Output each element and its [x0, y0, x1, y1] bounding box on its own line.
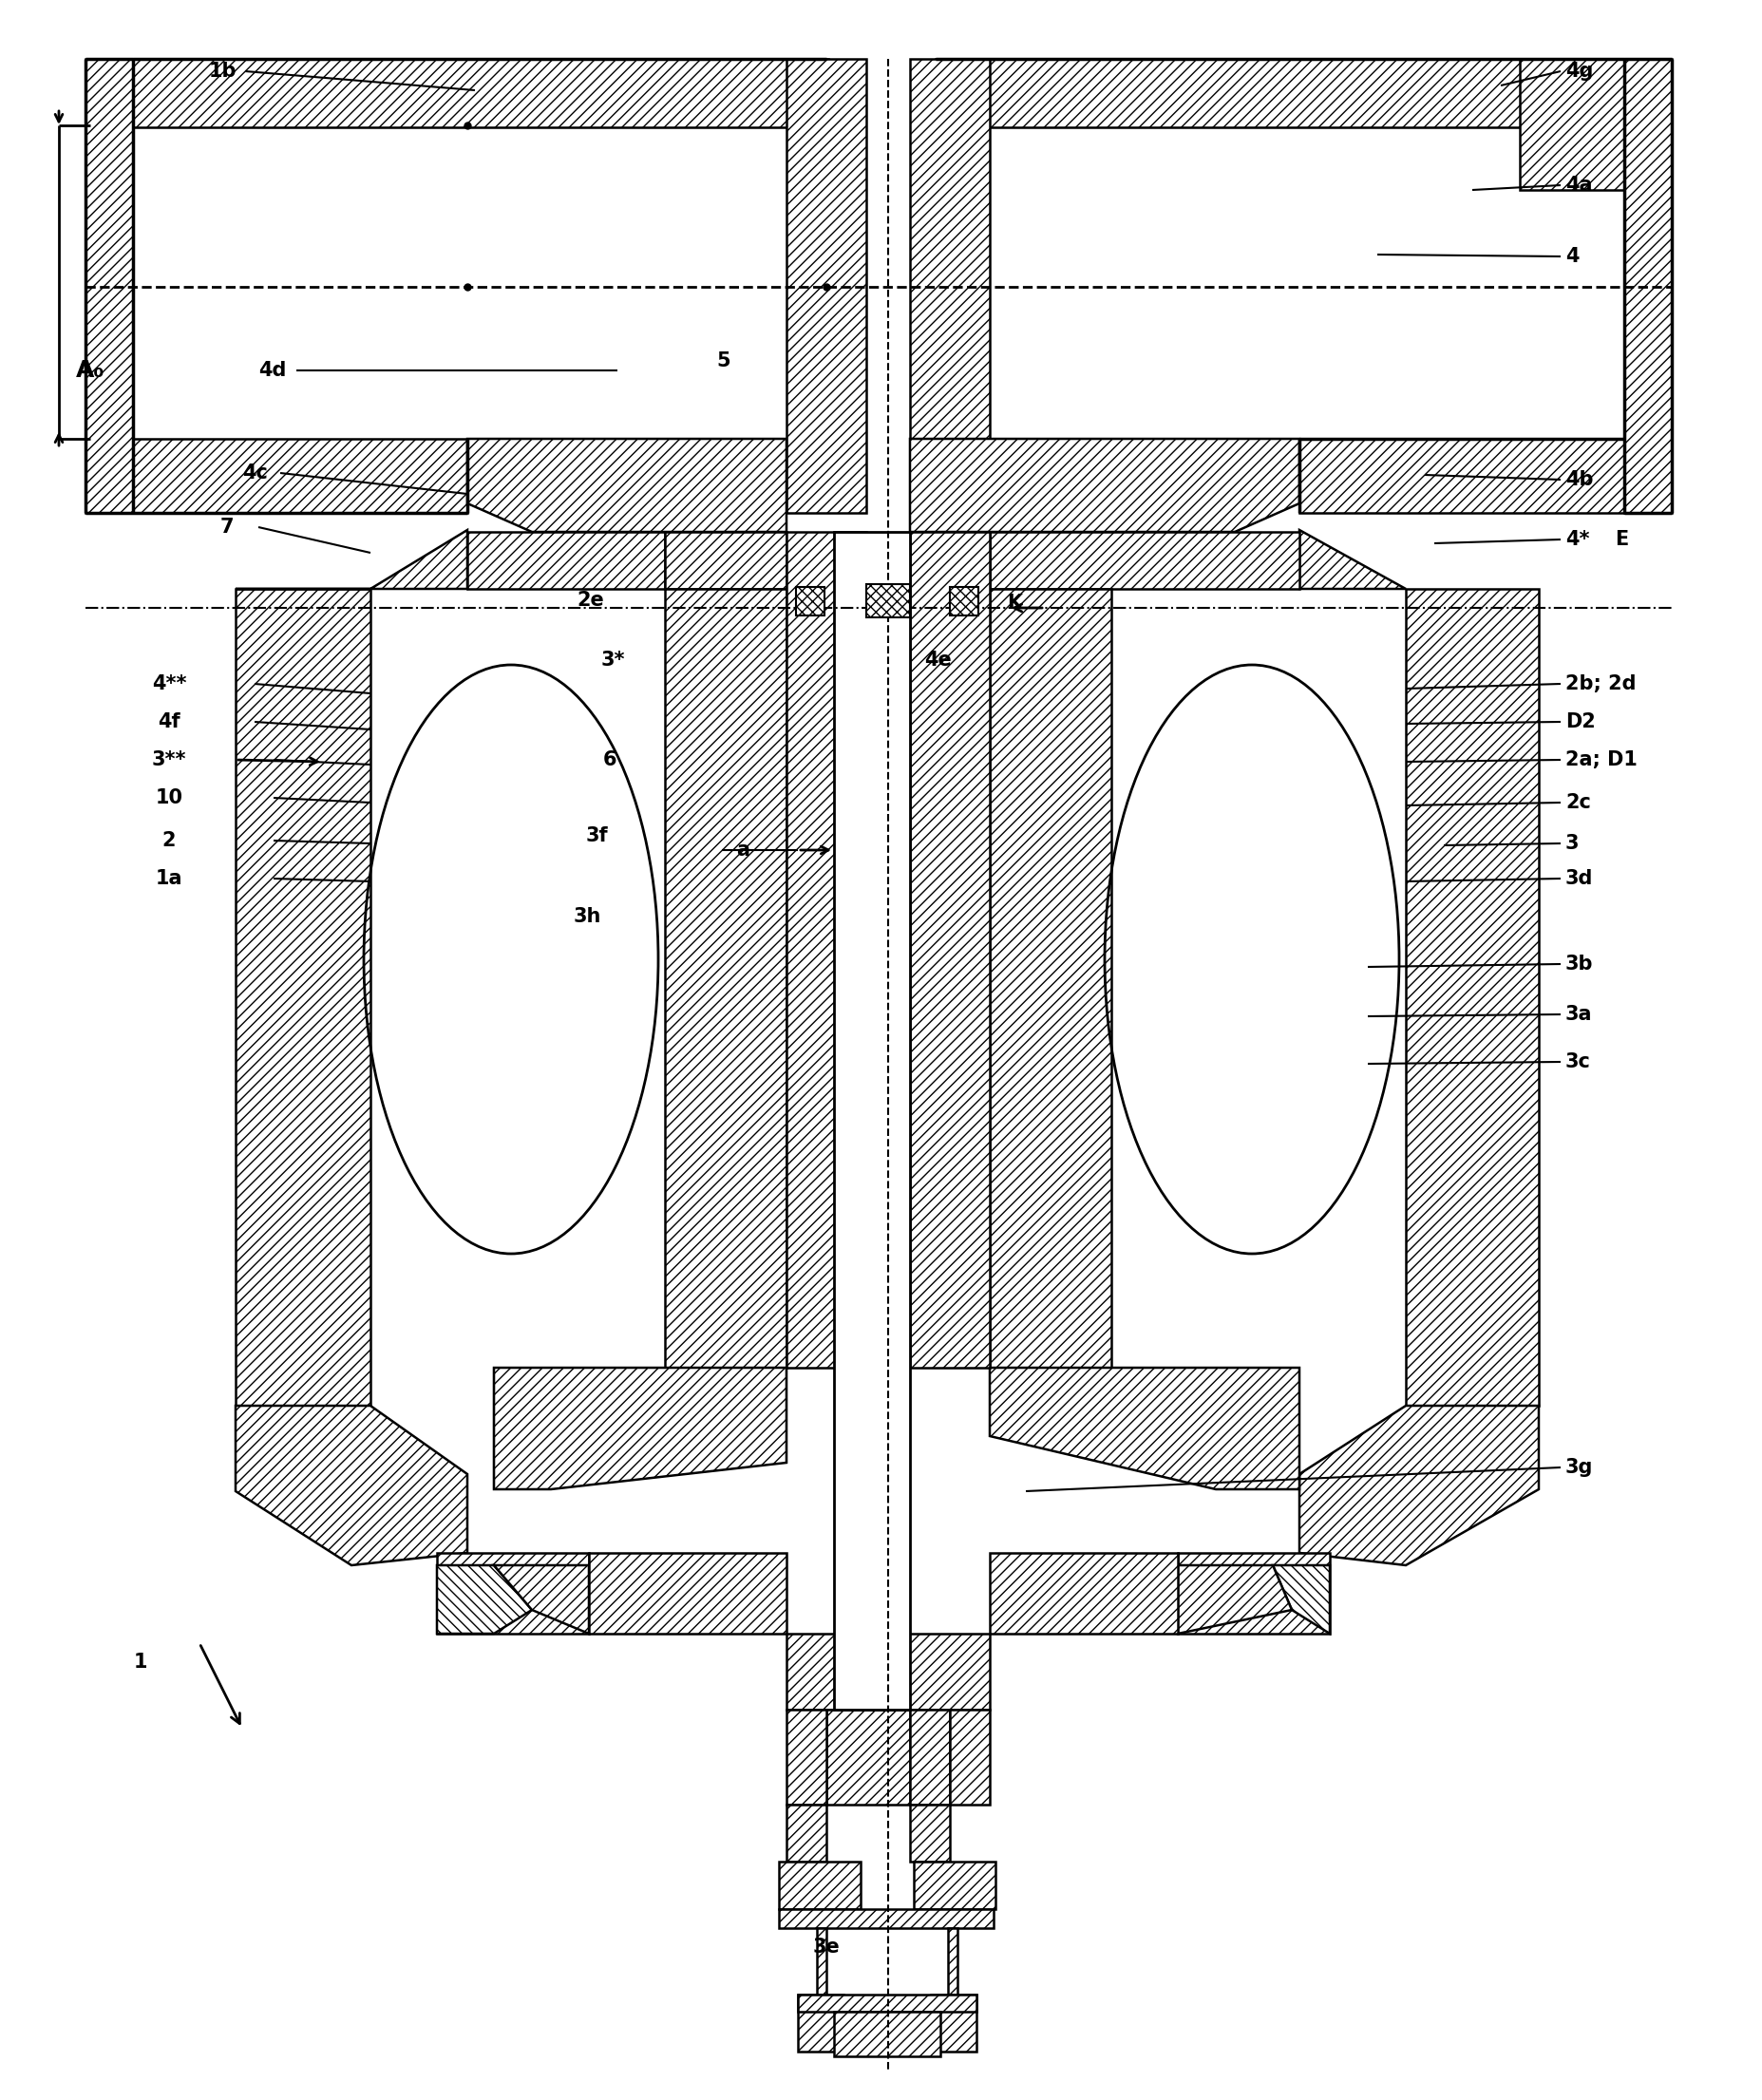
Text: 2a; D1: 2a; D1: [1565, 750, 1637, 769]
Polygon shape: [909, 1709, 950, 1804]
Polygon shape: [1404, 588, 1538, 1405]
Polygon shape: [786, 1804, 826, 1861]
Text: D2: D2: [1565, 712, 1595, 731]
Text: 4a: 4a: [1565, 176, 1591, 195]
Polygon shape: [664, 588, 786, 1367]
Text: 4d: 4d: [259, 361, 285, 380]
Text: A₀: A₀: [76, 359, 104, 382]
Text: 2: 2: [162, 832, 176, 850]
Polygon shape: [467, 439, 786, 531]
Text: 4f: 4f: [159, 712, 180, 731]
Polygon shape: [930, 1995, 976, 2052]
Polygon shape: [988, 531, 1299, 588]
Polygon shape: [589, 1552, 786, 1634]
Polygon shape: [786, 531, 865, 1367]
Polygon shape: [467, 531, 664, 588]
Polygon shape: [1299, 439, 1623, 512]
Polygon shape: [1299, 1405, 1538, 1564]
Polygon shape: [796, 588, 825, 615]
Text: 1a: 1a: [155, 869, 183, 888]
Polygon shape: [988, 1367, 1299, 1489]
Text: 3a: 3a: [1565, 1006, 1591, 1025]
Polygon shape: [236, 1405, 467, 1564]
Polygon shape: [826, 1709, 909, 1804]
Polygon shape: [950, 1709, 988, 1804]
Text: 10: 10: [155, 788, 183, 806]
Polygon shape: [664, 531, 786, 588]
Text: 2c: 2c: [1565, 794, 1589, 813]
Text: K: K: [1006, 594, 1022, 613]
Text: 3: 3: [1565, 834, 1579, 853]
Polygon shape: [85, 59, 132, 512]
Polygon shape: [1177, 1564, 1292, 1634]
Text: 4**: 4**: [152, 674, 187, 693]
Polygon shape: [909, 59, 988, 512]
Polygon shape: [1177, 1552, 1329, 1634]
Polygon shape: [798, 1995, 976, 2012]
Polygon shape: [493, 1564, 589, 1634]
Polygon shape: [132, 59, 828, 128]
Text: 3h: 3h: [573, 907, 601, 926]
Polygon shape: [1272, 1564, 1329, 1634]
Text: 4c: 4c: [241, 464, 268, 483]
Text: 5: 5: [717, 351, 731, 370]
Text: 4e: 4e: [925, 651, 951, 670]
Polygon shape: [833, 531, 909, 1709]
Polygon shape: [913, 1861, 996, 1909]
Text: 3g: 3g: [1565, 1457, 1593, 1476]
Text: 4: 4: [1565, 248, 1579, 267]
Text: E: E: [1614, 529, 1628, 548]
Polygon shape: [816, 1928, 826, 1995]
Polygon shape: [437, 1552, 589, 1634]
Polygon shape: [1519, 59, 1623, 189]
Text: a: a: [737, 840, 749, 859]
Text: 3e: 3e: [812, 1938, 839, 1957]
Text: 3*: 3*: [601, 651, 624, 670]
Polygon shape: [786, 1709, 826, 1804]
Polygon shape: [988, 588, 1110, 1367]
Polygon shape: [132, 439, 467, 512]
Polygon shape: [833, 2012, 939, 2056]
Text: 3**: 3**: [152, 750, 187, 769]
Text: 3d: 3d: [1565, 869, 1593, 888]
Text: 3c: 3c: [1565, 1052, 1589, 1071]
Polygon shape: [988, 1552, 1177, 1634]
Text: 6: 6: [603, 750, 617, 769]
Text: 3b: 3b: [1565, 956, 1593, 974]
Text: 4b: 4b: [1565, 470, 1593, 489]
Text: 7: 7: [220, 517, 234, 538]
Polygon shape: [786, 59, 865, 512]
Polygon shape: [779, 1909, 994, 1928]
Polygon shape: [1299, 529, 1404, 588]
Text: 1b: 1b: [210, 61, 236, 80]
Polygon shape: [779, 1861, 860, 1909]
Polygon shape: [909, 439, 1299, 531]
Text: 2e: 2e: [576, 590, 604, 609]
Polygon shape: [1623, 59, 1670, 512]
Polygon shape: [236, 588, 370, 1405]
Text: 1: 1: [134, 1653, 148, 1672]
Polygon shape: [865, 584, 909, 617]
Polygon shape: [236, 529, 467, 588]
Polygon shape: [909, 531, 988, 588]
Polygon shape: [786, 1634, 988, 1709]
Text: 4*: 4*: [1565, 529, 1589, 548]
Polygon shape: [948, 1928, 957, 1995]
Polygon shape: [936, 59, 1623, 128]
Polygon shape: [437, 1564, 532, 1634]
Polygon shape: [909, 531, 988, 1367]
Polygon shape: [950, 588, 978, 615]
Text: 4g: 4g: [1565, 61, 1593, 80]
Polygon shape: [493, 1367, 786, 1489]
Polygon shape: [909, 1804, 950, 1861]
Text: 3f: 3f: [585, 825, 608, 846]
Text: 2b; 2d: 2b; 2d: [1565, 674, 1635, 693]
Polygon shape: [798, 1995, 842, 2052]
